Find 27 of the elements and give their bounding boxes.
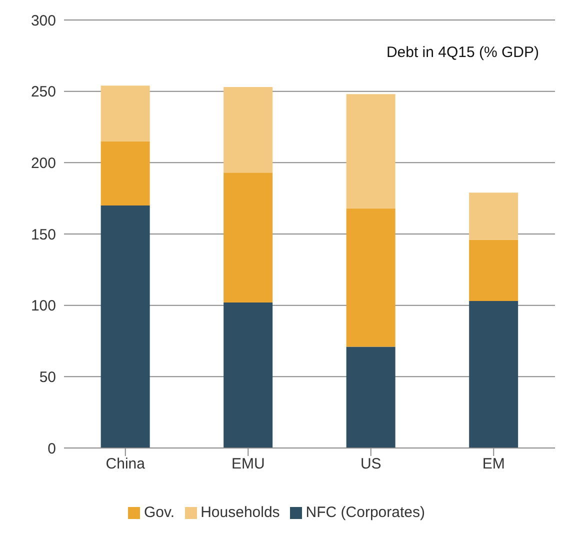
y-tick-label: 100 xyxy=(30,298,56,315)
bar xyxy=(346,208,396,347)
x-tick-label: EM xyxy=(482,456,505,473)
y-tick-label: 300 xyxy=(30,12,56,30)
legend-label: Gov. xyxy=(144,504,175,521)
x-tick-label: EMU xyxy=(231,456,265,473)
x-tick-label: China xyxy=(106,456,146,473)
legend-label: NFC (Corporates) xyxy=(306,504,425,521)
y-tick-label: 250 xyxy=(30,84,56,101)
bar xyxy=(346,94,396,208)
legend-label: Households xyxy=(200,504,280,521)
bar xyxy=(469,240,518,302)
bar xyxy=(346,346,396,448)
bar xyxy=(100,141,150,206)
bar xyxy=(469,192,518,240)
bar xyxy=(100,205,150,448)
y-tick-label: 50 xyxy=(39,368,56,386)
bar xyxy=(100,86,150,142)
bar xyxy=(469,301,518,448)
bar xyxy=(224,172,273,302)
x-tick-label: US xyxy=(360,456,382,473)
bar xyxy=(224,302,273,448)
bar xyxy=(224,87,273,173)
annotation: Debt in 4Q15 (% GDP) xyxy=(386,44,539,61)
y-tick-label: 200 xyxy=(30,154,56,172)
y-tick-label: 0 xyxy=(48,440,56,458)
y-tick-label: 150 xyxy=(30,226,56,244)
